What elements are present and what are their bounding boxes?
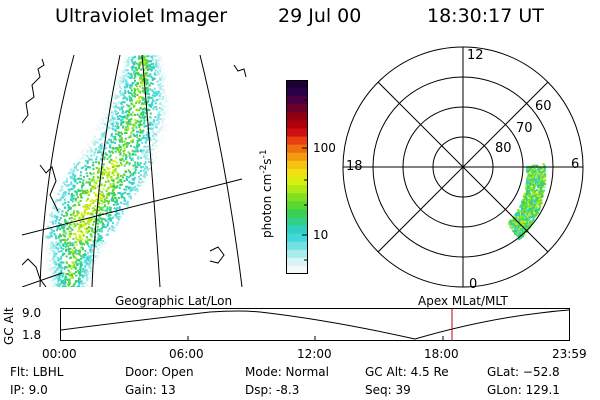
colorbar-unit-label: photon cm-2s-1 xyxy=(259,149,274,238)
polar-plot: 12 18 6 0 60 70 80 xyxy=(342,46,584,292)
colorbar-tick-10: 10 xyxy=(313,228,329,242)
gain-info: Gain: 13 xyxy=(125,383,176,397)
mlt-label-0: 0 xyxy=(469,277,477,292)
glat-info: GLat: −52.8 xyxy=(487,365,560,379)
orbit-xtick-0: 00:00 xyxy=(42,347,77,361)
mlt-label-18: 18 xyxy=(346,159,363,174)
mlt-label-6: 6 xyxy=(571,157,579,172)
orbit-xtick-2: 12:00 xyxy=(297,347,332,361)
ip-info: IP: 9.0 xyxy=(10,383,48,397)
glon-info: GLon: 129.1 xyxy=(487,383,560,397)
orbit-ytick-min: 1.8 xyxy=(22,328,42,342)
apex-projection-label: Apex MLat/MLT xyxy=(418,294,508,308)
date-label: 29 Jul 00 xyxy=(278,5,362,27)
polar-grid xyxy=(342,46,584,288)
geographic-map xyxy=(22,55,247,287)
aurora-geographic-image xyxy=(45,55,170,287)
coastline xyxy=(22,58,247,287)
time-label: 18:30:17 UT xyxy=(427,5,544,27)
gc-alt-info: GC Alt: 4.5 Re xyxy=(365,365,449,379)
orbit-xtick-1: 06:00 xyxy=(169,347,204,361)
colorbar xyxy=(286,80,308,274)
colorbar-tick-100: 100 xyxy=(313,141,336,155)
seq-info: Seq: 39 xyxy=(365,383,411,397)
orbit-altitude-plot xyxy=(60,308,570,341)
orbit-xtick-3: 18:00 xyxy=(424,347,459,361)
instrument-title: Ultraviolet Imager xyxy=(55,5,228,27)
filter-info: Flt: LBHL xyxy=(10,365,64,379)
door-info: Door: Open xyxy=(125,365,194,379)
orbit-axis-label: GC Alt xyxy=(2,307,16,345)
lat-label-70: 70 xyxy=(516,121,533,136)
orbit-altitude-curve xyxy=(60,309,570,340)
mlt-label-12: 12 xyxy=(467,48,484,63)
geographic-projection-label: Geographic Lat/Lon xyxy=(115,294,233,308)
orbit-ytick-max: 9.0 xyxy=(22,306,42,320)
dsp-info: Dsp: -8.3 xyxy=(245,383,300,397)
lat-label-60: 60 xyxy=(535,99,552,114)
mode-info: Mode: Normal xyxy=(245,365,329,379)
lat-label-80: 80 xyxy=(495,141,512,156)
orbit-xtick-4: 23:59 xyxy=(552,347,587,361)
aurora-polar-image xyxy=(507,163,547,241)
